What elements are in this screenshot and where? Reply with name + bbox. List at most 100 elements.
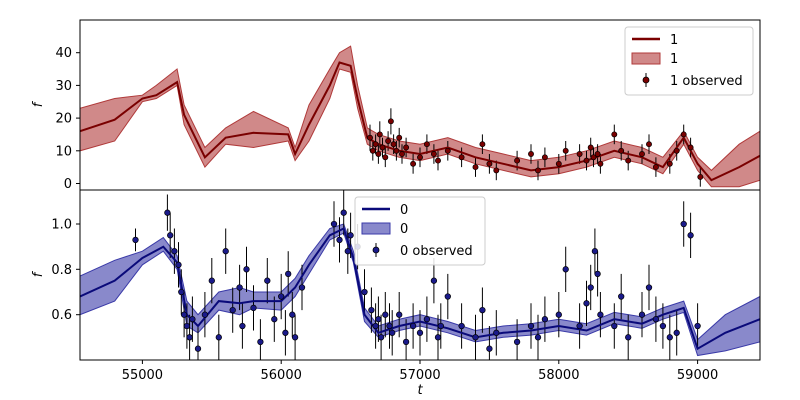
bot-observed-point — [372, 322, 379, 330]
bot-observed-point — [382, 311, 389, 318]
bot-observed-point — [132, 236, 139, 244]
top-observed-point — [367, 134, 373, 141]
bot-observed-point — [282, 329, 289, 336]
top-legend-box — [624, 26, 754, 96]
bottom-legend-band-swatch — [361, 222, 391, 235]
bot-observed-point — [587, 284, 594, 291]
bottom-legend-marker-swatch — [372, 246, 380, 254]
top-legend-line-label: 1 — [670, 33, 678, 48]
bot-observed-point — [694, 322, 701, 330]
top-observed-point — [417, 154, 423, 161]
top-observed-point — [583, 157, 590, 164]
bot-observed-point — [583, 300, 590, 307]
bot-observed-point — [298, 284, 306, 291]
bot-observed-point — [472, 334, 479, 341]
bot-observed-point — [430, 277, 438, 284]
top-observed-point — [687, 144, 694, 151]
bottom-y-axis-label: f — [31, 270, 46, 277]
bot-observed-point — [594, 270, 601, 278]
bot-observed-point — [576, 322, 583, 330]
bot-observed-point — [229, 306, 236, 314]
top-observed-point — [382, 154, 389, 161]
top-observed-point — [486, 160, 493, 167]
top-observed-points — [367, 118, 704, 180]
x-tick-label: 56000 — [261, 368, 302, 383]
top-y-tick-label: 40 — [55, 46, 72, 61]
bot-observed-point — [377, 334, 385, 341]
top-observed-point — [555, 160, 562, 167]
x-tick-label: 58000 — [538, 368, 579, 383]
bot-observed-point — [625, 334, 632, 341]
bot-observed-point — [236, 284, 243, 291]
bot-observed-point — [208, 277, 215, 284]
bot-observed-point — [336, 236, 343, 244]
bot-observed-point — [659, 322, 667, 330]
top-y-tick-label: 20 — [55, 112, 72, 127]
bot-y-tick-label: 0.8 — [51, 263, 72, 278]
bot-observed-point — [680, 220, 687, 228]
top-observed-point — [646, 141, 652, 148]
x-tick-label: 59000 — [677, 368, 718, 383]
top-observed-point — [472, 164, 479, 171]
bot-y-tick-label: 1.0 — [51, 218, 72, 233]
bot-observed-point — [423, 316, 431, 323]
bot-observed-point — [618, 293, 625, 300]
top-observed-point — [493, 167, 500, 174]
x-tick-label: 55000 — [122, 368, 163, 383]
bot-observed-point — [437, 322, 444, 330]
bot-observed-point — [444, 293, 451, 300]
top-y-axis-label: f — [31, 100, 46, 107]
bot-observed-point — [194, 345, 202, 352]
top-observed-point — [387, 118, 394, 125]
bot-observed-point — [330, 220, 338, 228]
top-observed-point — [435, 157, 441, 164]
top-observed-point — [399, 151, 405, 157]
top-y-tick-label: 10 — [55, 144, 72, 159]
bot-observed-point — [180, 311, 188, 318]
top-observed-point — [514, 157, 521, 164]
top-observed-point — [652, 164, 659, 171]
top-observed-point — [376, 131, 383, 138]
bot-observed-point — [486, 345, 493, 352]
bot-observed-point — [186, 334, 193, 341]
bot-observed-point — [534, 334, 542, 341]
bot-observed-point — [652, 316, 660, 323]
top-observed-point — [479, 141, 486, 148]
bottom-legend: 0 0 0 observed — [354, 196, 486, 266]
bot-observed-point — [239, 322, 246, 330]
x-tick-label: 57000 — [399, 368, 440, 383]
bot-observed-point — [368, 306, 375, 314]
bot-observed-point — [611, 322, 618, 330]
bot-observed-point — [562, 266, 569, 273]
top-observed-point — [697, 173, 704, 180]
top-observed-point — [410, 160, 417, 167]
bot-observed-point — [285, 270, 292, 278]
bot-observed-point — [513, 338, 521, 346]
top-observed-point — [639, 151, 645, 157]
top-observed-point — [528, 151, 534, 157]
bottom-legend-box — [354, 196, 486, 266]
top-observed-point — [393, 147, 400, 154]
top-observed-point — [594, 151, 601, 157]
bot-observed-point — [178, 288, 185, 296]
top-observed-point — [590, 154, 597, 161]
bot-observed-point — [171, 248, 178, 255]
top-observed-point — [673, 147, 680, 154]
top-band-area — [80, 45, 760, 188]
top-observed-point — [611, 131, 618, 138]
bot-observed-point — [409, 322, 417, 330]
bot-observed-point — [687, 232, 694, 239]
bot-observed-point — [164, 209, 171, 216]
bot-observed-point — [638, 311, 646, 318]
bot-observed-point — [541, 316, 549, 323]
bot-observed-point — [591, 248, 599, 255]
top-observed-point — [666, 160, 673, 167]
bot-observed-point — [222, 248, 229, 255]
top-y-tick-label: 0 — [64, 177, 72, 192]
top-observed-point — [369, 147, 376, 154]
bot-observed-point — [167, 232, 174, 239]
top-observed-point — [535, 167, 541, 174]
top-legend-marker-label: 1 observed — [670, 74, 743, 89]
top-y-ticks: 0 10 20 30 40 — [55, 46, 80, 192]
